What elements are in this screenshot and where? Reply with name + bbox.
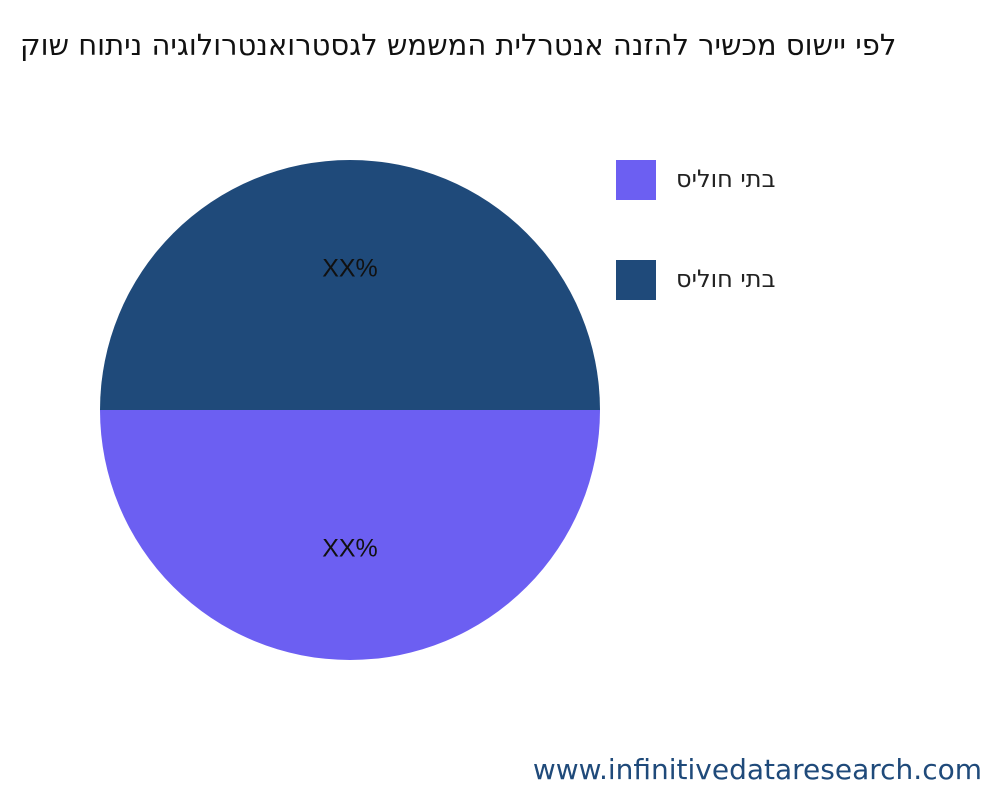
chart-title: קוש חותינ היגולורטנאורטסגל שמשמה תילרטנא… <box>20 28 897 62</box>
legend-label: סילוח יתב <box>676 265 775 293</box>
pie-slice <box>100 410 600 660</box>
pie-slice <box>100 160 600 410</box>
value-label: XX% <box>322 535 378 563</box>
watermark: www.infinitivedataresearch.com <box>532 753 982 786</box>
legend-label: סילוח יתב <box>676 165 775 193</box>
legend-swatch <box>616 160 656 200</box>
legend-swatch <box>616 260 656 300</box>
value-label: XX% <box>322 255 378 283</box>
